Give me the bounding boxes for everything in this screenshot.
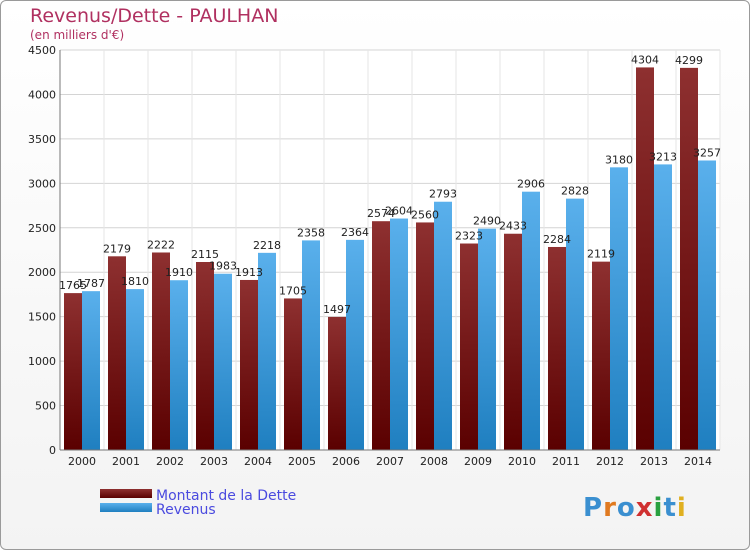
dette-data-label: 1765 <box>59 279 87 292</box>
revenus-data-label: 2828 <box>561 185 589 198</box>
revenus-bar <box>258 252 276 450</box>
dette-data-label: 2115 <box>191 248 219 261</box>
y-tick-label: 0 <box>49 444 56 457</box>
dette-data-label: 2574 <box>367 207 395 220</box>
revenus-data-label: 3180 <box>605 153 633 166</box>
x-tick-label: 2012 <box>596 455 624 468</box>
revenus-bar <box>82 291 100 450</box>
revenus-bar <box>654 164 672 450</box>
dette-data-label: 1705 <box>279 284 307 297</box>
dette-data-label: 2323 <box>455 230 483 243</box>
x-tick-label: 2011 <box>552 455 580 468</box>
dette-bar <box>636 67 654 450</box>
dette-data-label: 4304 <box>631 53 659 66</box>
dette-bar <box>680 67 698 450</box>
x-tick-label: 2006 <box>332 455 360 468</box>
revenus-bar <box>566 198 584 450</box>
dette-bar <box>372 221 390 450</box>
dette-data-label: 2119 <box>587 248 615 261</box>
legend-swatch-revenus <box>100 503 152 512</box>
x-tick-label: 2002 <box>156 455 184 468</box>
proxiti-logo: Proxiti <box>583 493 687 523</box>
dette-data-label: 1497 <box>323 303 351 316</box>
y-tick-label: 3500 <box>28 133 56 146</box>
x-tick-label: 2005 <box>288 455 316 468</box>
dette-bar <box>460 243 478 450</box>
dette-bar <box>504 233 522 450</box>
legend-label-dette: Montant de la Dette <box>156 488 296 504</box>
revenus-bar <box>698 160 716 450</box>
x-tick-label: 2004 <box>244 455 272 468</box>
y-tick-label: 3000 <box>28 177 56 190</box>
revenus-bar <box>478 228 496 450</box>
y-tick-label: 4500 <box>28 44 56 57</box>
revenus-data-label: 1910 <box>165 266 193 279</box>
x-tick-label: 2009 <box>464 455 492 468</box>
revenus-bar <box>126 289 144 450</box>
chart-title: Revenus/Dette - PAULHAN <box>30 5 279 27</box>
revenus-data-label: 2364 <box>341 226 369 239</box>
dette-data-label: 2222 <box>147 238 175 251</box>
dette-data-label: 2433 <box>499 220 527 233</box>
x-tick-label: 2003 <box>200 455 228 468</box>
legend-swatch-dette <box>100 489 152 498</box>
revenus-bar <box>610 167 628 451</box>
x-tick-label: 2013 <box>640 455 668 468</box>
x-tick-label: 2014 <box>684 455 712 468</box>
dette-bar <box>284 298 302 450</box>
x-tick-label: 2010 <box>508 455 536 468</box>
dette-bar <box>328 316 346 450</box>
dette-bar <box>240 279 258 450</box>
x-tick-label: 2007 <box>376 455 404 468</box>
dette-data-label: 2179 <box>103 242 131 255</box>
x-tick-label: 2000 <box>68 455 96 468</box>
dette-bar <box>108 256 126 450</box>
revenus-data-label: 1983 <box>209 260 237 273</box>
dette-bar <box>548 246 566 450</box>
y-tick-label: 500 <box>35 400 56 413</box>
dette-bar <box>592 261 610 450</box>
revenus-data-label: 2490 <box>473 215 501 228</box>
revenus-data-label: 2793 <box>429 188 457 201</box>
dette-bar <box>196 262 214 450</box>
y-tick-label: 1500 <box>28 311 56 324</box>
dette-data-label: 4299 <box>675 54 703 67</box>
revenus-data-label: 1787 <box>77 277 105 290</box>
x-tick-label: 2001 <box>112 455 140 468</box>
y-tick-label: 2500 <box>28 222 56 235</box>
chart-subtitle: (en milliers d'€) <box>30 28 125 42</box>
revenus-data-label: 3213 <box>649 150 677 163</box>
revenus-bar <box>170 280 188 450</box>
legend-label-revenus: Revenus <box>156 502 216 518</box>
revenus-bar <box>302 240 320 450</box>
revenus-bar <box>434 201 452 450</box>
y-tick-label: 2000 <box>28 266 56 279</box>
y-tick-label: 1000 <box>28 355 56 368</box>
revenus-bar <box>522 191 540 450</box>
revenus-bar <box>346 239 364 450</box>
y-tick-label: 4000 <box>28 88 56 101</box>
dette-data-label: 2560 <box>411 208 439 221</box>
revenus-data-label: 2218 <box>253 239 281 252</box>
revenus-bar <box>214 273 232 450</box>
dette-bar <box>64 293 82 450</box>
dette-data-label: 2284 <box>543 233 571 246</box>
dette-bar <box>152 252 170 450</box>
revenus-data-label: 2604 <box>385 205 413 218</box>
revenus-data-label: 2358 <box>297 226 325 239</box>
revenus-bar <box>390 218 408 450</box>
x-tick-label: 2008 <box>420 455 448 468</box>
revenus-data-label: 1810 <box>121 275 149 288</box>
dette-bar <box>416 222 434 450</box>
revenus-data-label: 2906 <box>517 178 545 191</box>
dette-data-label: 1913 <box>235 266 263 279</box>
revenus-data-label: 3257 <box>693 146 721 159</box>
